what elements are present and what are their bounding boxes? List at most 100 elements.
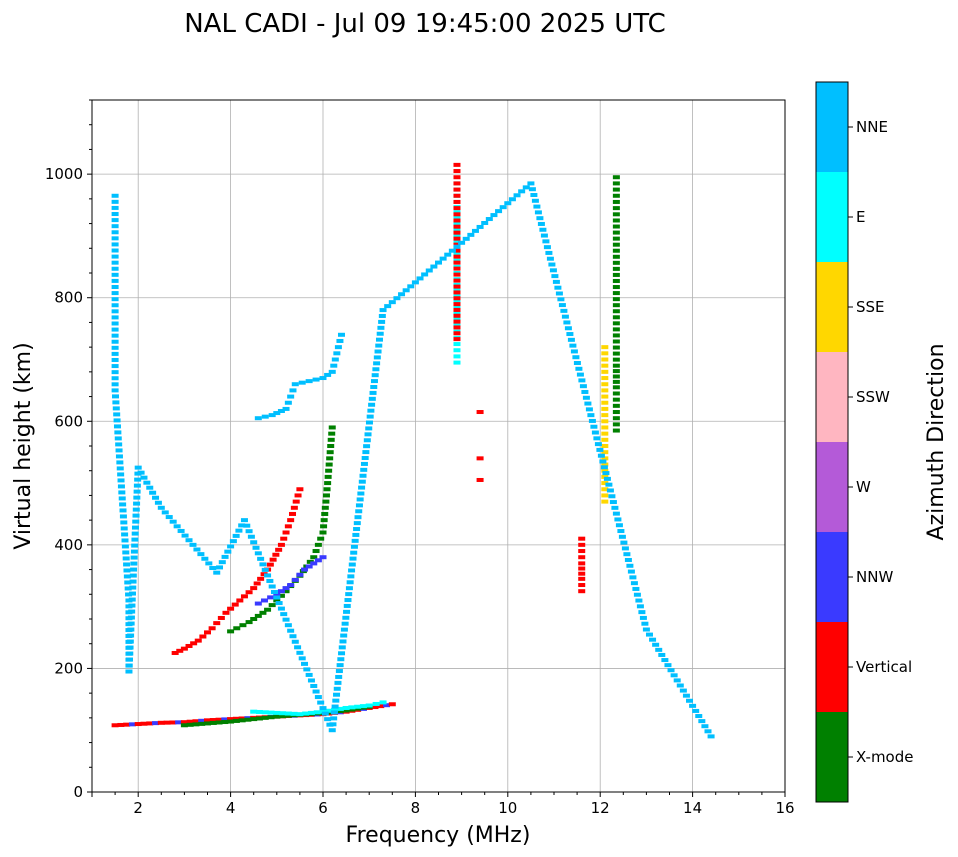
echo-point [534,210,542,215]
echo-point [353,521,361,526]
echo-point [327,437,335,442]
echo-point [453,244,461,249]
echo-point [252,545,260,550]
echo-point [490,213,498,218]
echo-point [453,294,461,299]
echo-point [111,351,119,356]
echo-point [273,710,281,715]
echo-point [626,563,634,568]
echo-point [632,586,640,591]
echo-point [275,547,283,552]
echo-point [268,603,276,608]
y-tick-label: 1000 [45,165,83,183]
colorbar-frame [815,81,849,803]
echo-point [601,450,609,455]
echo-point [282,589,290,594]
echo-point [269,557,277,562]
echo-point [539,227,547,232]
echo-point [122,556,130,561]
echo-point [133,489,141,494]
echo-point [186,722,194,727]
echo-point [612,248,620,253]
echo-point [111,388,119,393]
echo-point [336,338,344,343]
echo-point [307,678,315,683]
echo-point [310,683,318,688]
echo-point [603,476,611,481]
echo-point [601,413,609,418]
echo-point [111,364,119,369]
echo-point [126,651,134,656]
echo-point [131,531,139,536]
echo-point [372,701,380,706]
echo-point [508,197,516,202]
echo-point [198,721,206,726]
echo-point [365,426,373,431]
echo-point [284,713,292,718]
echo-point [305,672,313,677]
echo-point [112,406,120,411]
echo-point [587,413,595,418]
echo-point [227,606,235,611]
echo-point [319,555,327,560]
echo-point [120,520,128,525]
echo-point [273,592,281,597]
echo-point [664,663,672,668]
echo-point [119,508,127,513]
echo-point [192,722,200,727]
echo-point [272,552,280,557]
echo-point [239,623,247,628]
echo-point [123,568,131,573]
echo-point [358,485,366,490]
echo-point [127,627,135,632]
echo-point [601,376,609,381]
echo-point [357,491,365,496]
echo-point [612,351,620,356]
echo-point [140,721,148,726]
echo-point [612,291,620,296]
echo-point [421,272,429,277]
echo-point [284,623,292,628]
echo-point [111,224,119,229]
echo-point [198,718,206,723]
echo-point [176,648,184,653]
echo-point [157,720,165,725]
echo-point [564,326,572,331]
echo-point [273,411,281,416]
colorbar-segment [816,532,848,622]
echo-point [612,199,620,204]
echo-point [113,418,121,423]
echo-point [121,532,129,537]
echo-point [111,278,119,283]
echo-point [383,703,391,708]
echo-point [111,376,119,381]
echo-point [111,218,119,223]
echo-point [673,678,681,683]
echo-point [312,377,320,382]
x-tick-label: 14 [683,799,702,817]
echo-point [289,634,297,639]
echo-point [369,390,377,395]
echo-point [606,488,614,493]
echo-point [217,615,225,620]
colorbar-segment [816,622,848,712]
echo-point [578,566,586,571]
echo-point [282,617,290,622]
grid-lines [92,100,786,793]
echo-point [599,459,607,464]
echo-point [612,181,620,186]
echo-point [373,355,381,360]
echo-point [601,382,609,387]
echo-point [453,233,461,238]
echo-point [149,490,157,495]
echo-point [245,620,253,625]
echo-point [578,571,586,576]
echo-point [471,228,479,233]
echo-point [255,716,263,721]
echo-point [601,400,609,405]
echo-point [513,193,521,198]
echo-point [204,718,211,723]
echo-point [453,230,461,235]
echo-point [370,384,378,389]
echo-point [227,719,235,724]
